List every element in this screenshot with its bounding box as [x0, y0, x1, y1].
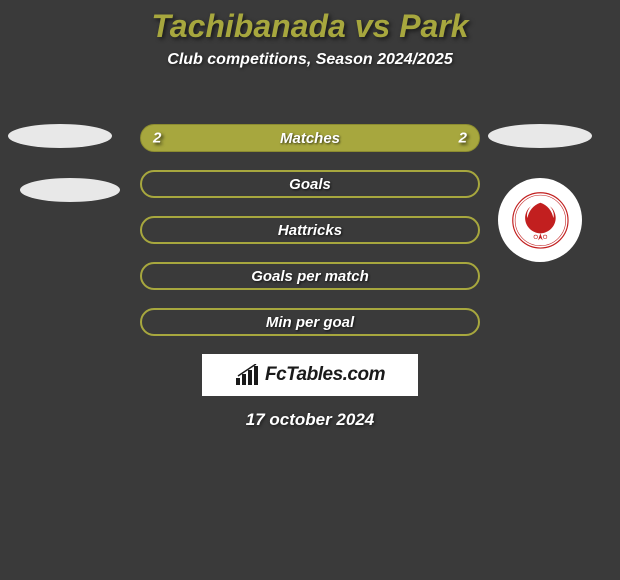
fctables-text: FcTables.com: [265, 364, 385, 386]
fctables-badge: FcTables.com: [202, 354, 418, 396]
phoenix-icon: [511, 191, 570, 250]
stat-label: Matches: [280, 130, 340, 147]
stat-row-hattricks: Hattricks: [140, 216, 480, 244]
stat-right-value: 2: [459, 130, 467, 147]
date-label: 17 october 2024: [0, 410, 620, 430]
stat-left-value: 2: [153, 130, 161, 147]
club-logo: [498, 178, 582, 262]
stat-row-min-per-goal: Min per goal: [140, 308, 480, 336]
stat-row-goals-per-match: Goals per match: [140, 262, 480, 290]
stat-label: Min per goal: [266, 314, 354, 331]
stats-bars: Matches 2 2 Goals Hattricks Goals per match Mi…: [140, 124, 480, 354]
left-player-badge-1: [8, 124, 112, 148]
stat-label: Hattricks: [278, 222, 342, 239]
bars-icon: [235, 364, 261, 386]
stat-label: Goals: [289, 176, 331, 193]
stat-row-goals: Goals: [140, 170, 480, 198]
stat-row-matches: Matches 2 2: [140, 124, 480, 152]
page-title: Tachibanada vs Park: [0, 0, 620, 45]
page-subtitle: Club competitions, Season 2024/2025: [0, 51, 620, 69]
right-player-badge: [488, 124, 592, 148]
left-player-badge-2: [20, 178, 120, 202]
stat-label: Goals per match: [251, 268, 369, 285]
